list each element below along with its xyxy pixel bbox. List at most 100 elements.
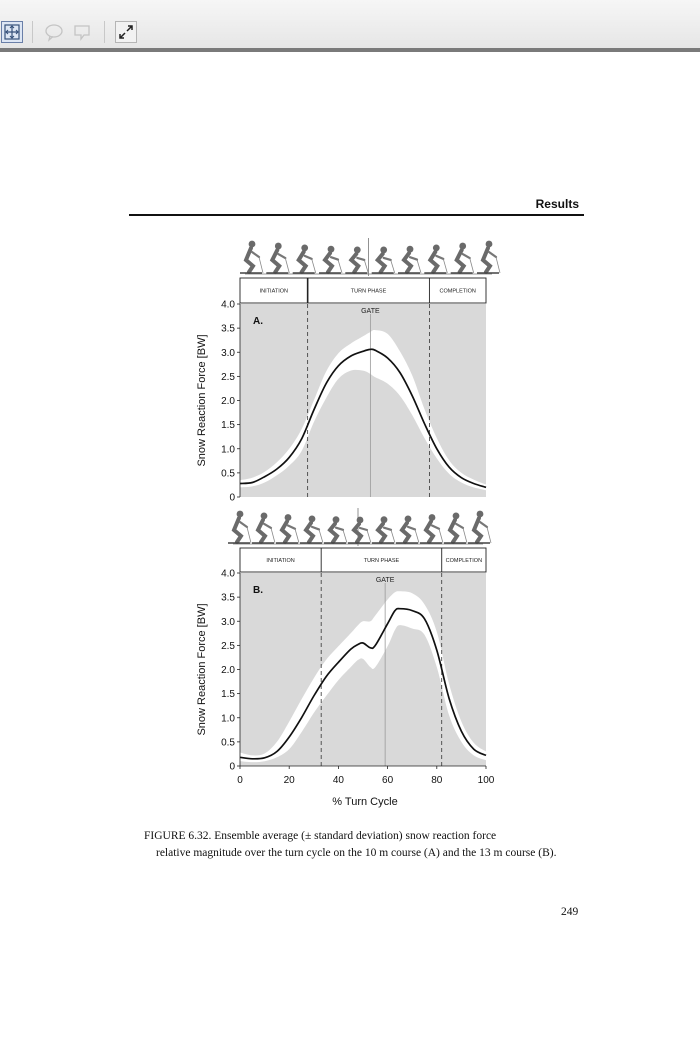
skier-figure — [420, 514, 444, 544]
skier-figure — [348, 516, 372, 544]
ski-pole — [486, 526, 492, 544]
x-tick-label: 20 — [284, 775, 296, 786]
skier-arm — [435, 254, 445, 261]
ski-pole — [318, 529, 324, 544]
skier-figure — [300, 515, 324, 544]
fit-page-icon — [4, 24, 20, 40]
skier-body — [322, 251, 335, 274]
skier-figure — [444, 512, 468, 544]
y-tick-label: 1.5 — [221, 420, 235, 431]
x-axis-label: % Turn Cycle — [332, 796, 397, 808]
y-axis-label: Snow Reaction Force [BW] — [196, 603, 208, 735]
ski-pole — [414, 529, 420, 544]
ski-pole — [342, 529, 348, 544]
skier-body — [296, 249, 309, 274]
skier-head — [452, 512, 460, 520]
skier-body — [447, 517, 460, 544]
chart-panel-a: INITIATION TURN PHASE COMPLETION GATE A. 0 0.5… — [196, 277, 487, 504]
skier-arm — [406, 525, 417, 531]
skier-head — [476, 510, 484, 518]
skier-head — [248, 240, 256, 248]
y-tick-label: 0 — [229, 493, 235, 504]
skier-figure — [228, 510, 252, 544]
skier-figure — [319, 245, 343, 274]
skier-head — [380, 246, 388, 254]
comment-icon — [45, 24, 63, 42]
ski-pole — [390, 259, 396, 274]
gate-label: GATE — [376, 577, 395, 584]
ski-pole — [258, 256, 264, 274]
skier-head — [327, 245, 335, 253]
toolbar-separator — [32, 21, 33, 43]
skier-body — [231, 516, 244, 544]
header-rule — [129, 214, 584, 216]
ski-pole — [438, 528, 444, 544]
plot-area — [240, 573, 486, 766]
skier-arm — [358, 526, 369, 532]
y-tick-label: 4.0 — [221, 300, 235, 311]
skier-figure — [372, 516, 396, 544]
ski-pole — [294, 528, 300, 544]
phase-label: COMPLETION — [446, 558, 482, 564]
y-axis-label: Snow Reaction Force [BW] — [196, 334, 208, 466]
expand-icon — [119, 25, 133, 39]
phase-label: INITIATION — [266, 558, 294, 564]
phase-label: COMPLETION — [440, 289, 476, 295]
skier-arm — [430, 524, 441, 530]
page-number: 249 — [561, 906, 579, 918]
skier-arm — [461, 252, 471, 260]
skier-figure — [371, 246, 396, 274]
ski-pole — [366, 529, 372, 544]
fit-page-button[interactable] — [1, 21, 23, 43]
x-tick-label: 60 — [382, 775, 394, 786]
skier-figure — [240, 240, 264, 274]
y-tick-label: 0 — [229, 762, 235, 773]
y-tick-label: 1.0 — [221, 444, 235, 455]
skier-arm — [286, 524, 297, 530]
skier-body — [303, 520, 316, 544]
y-tick-label: 2.0 — [221, 396, 235, 407]
phase-label: TURN PHASE — [351, 289, 387, 295]
skier-head — [308, 515, 316, 523]
skier-sequence-image-b — [228, 508, 492, 546]
skier-body — [427, 249, 440, 274]
skier-body — [374, 251, 388, 274]
skier-arm — [329, 256, 340, 261]
skier-body — [471, 516, 484, 544]
skier-arm — [487, 250, 498, 259]
skier-body — [348, 251, 361, 274]
note-icon — [74, 25, 90, 41]
caption-rest: relative magnitude over the turn cycle o… — [156, 847, 557, 859]
mean-line — [239, 607, 487, 760]
skier-arm — [478, 520, 489, 529]
note-button[interactable] — [72, 21, 94, 43]
comment-button[interactable] — [43, 21, 65, 43]
skier-figure — [424, 244, 448, 274]
skier-body — [269, 248, 282, 274]
expand-button[interactable] — [115, 21, 137, 43]
ski-pole — [495, 256, 501, 274]
toolbar-separator — [104, 21, 105, 43]
skier-figure — [468, 510, 492, 544]
skier-figure — [276, 514, 300, 544]
ski-pole — [337, 259, 343, 274]
skier-head — [459, 242, 467, 250]
skier-body — [399, 520, 412, 544]
skier-head — [406, 245, 414, 253]
skier-figure — [292, 244, 317, 274]
figure-caption: FIGURE 6.32. Ensemble average (± standar… — [144, 828, 564, 862]
skier-head — [356, 516, 364, 524]
skier-head — [284, 514, 292, 521]
ski-pole — [390, 529, 396, 544]
phase-label: INITIATION — [260, 289, 288, 295]
skier-body — [327, 521, 340, 544]
y-tick-label: 3.5 — [221, 324, 235, 335]
skier-sequence-image-a — [240, 238, 501, 276]
y-tick-label: 3.5 — [221, 593, 235, 604]
x-tick-label: 0 — [237, 775, 243, 786]
y-tick-label: 2.0 — [221, 665, 235, 676]
ski-pole — [311, 258, 317, 274]
ski-pole — [442, 258, 448, 274]
skier-figure — [324, 516, 348, 544]
